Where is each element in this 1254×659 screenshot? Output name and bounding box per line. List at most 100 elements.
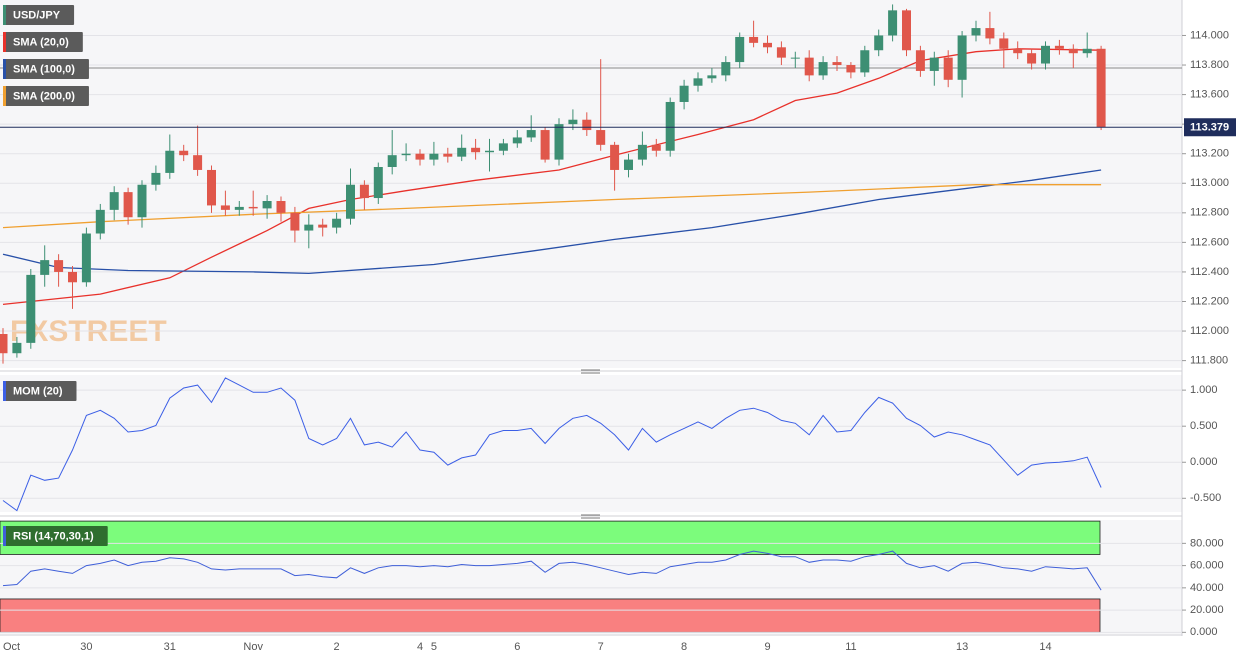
candle-body: [526, 130, 536, 138]
candle-body: [707, 75, 717, 79]
candle-body: [651, 144, 661, 151]
candle-body: [776, 47, 786, 58]
candle-body: [804, 57, 814, 76]
y-tick-label: 112.800: [1190, 207, 1229, 219]
candle-body: [985, 28, 995, 39]
candle-body: [123, 192, 133, 218]
candle-body: [512, 137, 522, 144]
legend-entry: SMA (200,0): [3, 86, 89, 106]
x-tick-label: 5: [431, 641, 437, 653]
candle-body: [207, 169, 216, 206]
candle-body: [290, 212, 300, 231]
candle-body: [304, 224, 314, 231]
x-tick-label: 14: [1039, 641, 1051, 653]
legend-swatch: [3, 59, 6, 79]
last-price-box: [1184, 118, 1236, 137]
y-tick-label: 113.200: [1190, 148, 1229, 160]
legend-label: SMA (200,0): [13, 90, 75, 102]
candle-body: [1082, 48, 1092, 54]
candle-body: [763, 42, 772, 48]
candle-body: [471, 147, 481, 153]
x-tick-label: 6: [514, 641, 520, 653]
y-tick-label: 0.500: [1190, 420, 1218, 432]
candle-body: [749, 36, 759, 43]
y-tick-label: -0.500: [1190, 492, 1221, 504]
momentum-panel: [0, 375, 1182, 512]
candle-body: [40, 260, 50, 275]
line-series: [2, 169, 1102, 275]
candle-body: [498, 143, 508, 151]
x-tick-label: 11: [845, 641, 856, 653]
candle-body: [888, 10, 898, 36]
candle-body: [1013, 48, 1023, 54]
y-tick-label: 1.000: [1190, 384, 1218, 396]
candle-body: [568, 119, 578, 125]
candle-body: [971, 28, 981, 36]
candle-body: [443, 153, 453, 157]
candle-body: [54, 260, 64, 272]
candle-body: [818, 62, 828, 76]
y-tick-label: 113.600: [1190, 88, 1229, 100]
candle-body: [860, 50, 870, 73]
line-series: [2, 184, 1102, 229]
candle-body: [332, 218, 342, 228]
x-tick-label: 31: [164, 641, 176, 653]
candle-body: [832, 62, 842, 66]
x-tick-label: 8: [681, 641, 687, 653]
candle-body: [26, 274, 36, 343]
candle-body: [874, 35, 884, 51]
candle-body: [415, 153, 425, 160]
last-price-label: 113.379: [1190, 122, 1229, 134]
band: [0, 520, 1101, 555]
y-tick-label: 113.800: [1190, 59, 1229, 71]
candle-body: [12, 342, 22, 354]
candle-body: [276, 200, 286, 213]
y-tick-label: 80.000: [1190, 537, 1224, 549]
y-tick-label: 0.000: [1190, 456, 1218, 468]
candle-body: [554, 124, 564, 160]
candle-body: [137, 184, 147, 218]
candle-body: [95, 209, 105, 234]
y-tick-label: 112.400: [1190, 266, 1229, 278]
candle-body: [346, 184, 355, 219]
price-panel: [0, 0, 1182, 368]
resize-grip[interactable]: [581, 369, 600, 374]
legend-entry: SMA (20,0): [3, 32, 83, 52]
y-tick-label: 114.000: [1190, 29, 1229, 41]
candle-body: [679, 85, 689, 102]
candle-body: [109, 192, 119, 210]
candle-body: [1068, 48, 1078, 54]
candle-body: [0, 334, 8, 354]
legend-badge: [3, 59, 89, 79]
y-tick-label: 112.200: [1190, 295, 1229, 307]
candle-body: [262, 200, 272, 209]
candle-body: [999, 38, 1009, 49]
legend-label: MOM (20): [13, 385, 63, 397]
x-tick-label: 9: [764, 641, 770, 653]
y-tick-label: 111.800: [1190, 355, 1228, 367]
resize-grip[interactable]: [581, 514, 600, 519]
legend-swatch: [3, 86, 6, 106]
x-tick-label: 4: [417, 641, 423, 653]
candle-body: [193, 155, 203, 170]
legend-entry: MOM (20): [3, 381, 77, 401]
line-series: [2, 48, 1102, 306]
band: [0, 598, 1101, 633]
candle-body: [248, 206, 258, 209]
candle-body: [68, 271, 77, 283]
candle-body: [693, 78, 703, 86]
candle-body: [943, 57, 953, 80]
candle-body: [582, 119, 592, 131]
candle-body: [915, 50, 925, 71]
y-tick-label: 60.000: [1190, 560, 1224, 572]
x-tick-label: 30: [80, 641, 92, 653]
candle-body: [610, 144, 620, 170]
candle-body: [165, 150, 175, 173]
legend-badge: [3, 526, 108, 546]
candle-body: [429, 153, 439, 160]
candle-body: [1096, 48, 1106, 128]
line-series: [2, 377, 1102, 512]
candle-body: [637, 144, 647, 160]
candle-body: [401, 153, 411, 156]
